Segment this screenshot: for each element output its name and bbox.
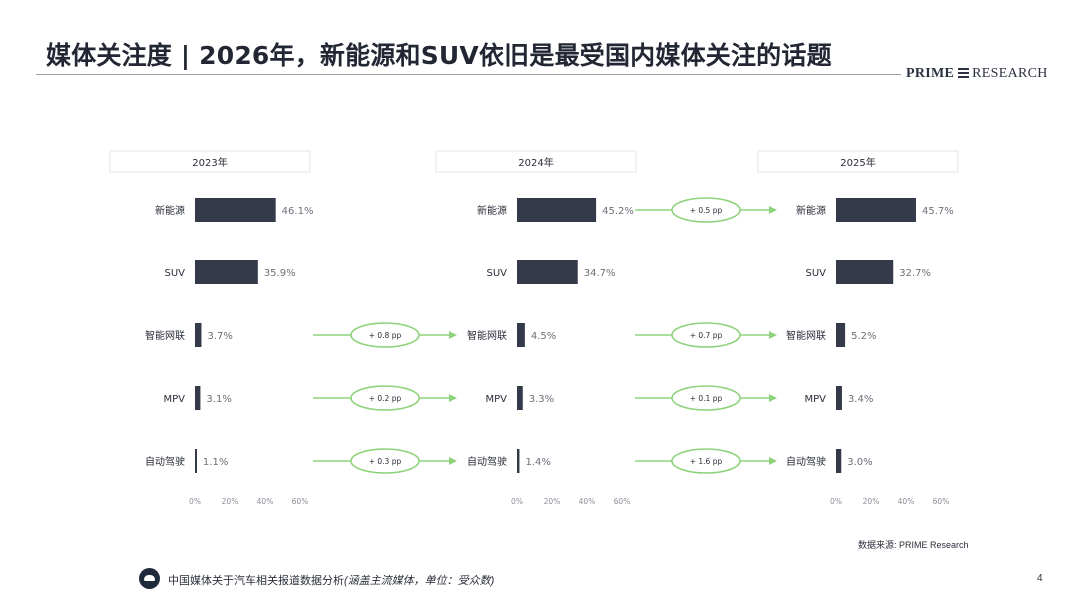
bar-1 <box>195 260 258 284</box>
logo-text-research: RESEARCH <box>972 66 1048 81</box>
x-tick-label: 0% <box>189 497 201 506</box>
change-arrow-head-icon <box>449 331 457 339</box>
change-badge <box>671 322 741 348</box>
x-tick-label: 20% <box>863 497 880 506</box>
category-label: MPV <box>164 394 186 405</box>
bar-value-label: 46.1% <box>282 206 314 217</box>
bar-value-label: 3.1% <box>206 394 231 405</box>
x-tick-label: 0% <box>830 497 842 506</box>
footer-car-icon <box>139 568 160 589</box>
category-label: SUV <box>805 268 826 279</box>
bar-4 <box>195 449 197 473</box>
category-label: 新能源 <box>155 204 185 217</box>
change-arrow-head-icon <box>769 394 777 402</box>
bar-value-label: 35.9% <box>264 268 296 279</box>
bar-2 <box>195 323 202 347</box>
change-badge <box>350 448 420 474</box>
x-tick-label: 20% <box>544 497 561 506</box>
panel-header-label: 2023年 <box>192 156 227 169</box>
change-badge-label: + 0.8 pp <box>369 331 402 340</box>
category-label: MPV <box>805 394 827 405</box>
change-arrow-head-icon <box>769 206 777 214</box>
category-label: MPV <box>486 394 508 405</box>
change-badge-label: + 0.2 pp <box>369 394 402 403</box>
category-label: 新能源 <box>796 204 826 217</box>
change-badge-label: + 0.5 pp <box>690 206 723 215</box>
bar-3 <box>195 386 201 410</box>
bar-value-label: 3.4% <box>848 394 873 405</box>
change-badge-label: + 0.7 pp <box>690 331 723 340</box>
change-badge-label: + 0.1 pp <box>690 394 723 403</box>
panel-header-box <box>435 150 637 173</box>
bar-3 <box>517 386 523 410</box>
bar-1 <box>836 260 894 284</box>
change-badge <box>671 385 741 411</box>
change-badge <box>671 197 741 223</box>
bar-4 <box>517 449 520 473</box>
x-tick-label: 60% <box>933 497 950 506</box>
category-label: 智能网联 <box>467 329 507 342</box>
bar-value-label: 3.7% <box>207 331 232 342</box>
category-label: 智能网联 <box>786 329 826 342</box>
bar-0 <box>195 198 276 222</box>
change-arrow-head-icon <box>769 457 777 465</box>
panel-header-box <box>109 150 311 173</box>
prime-research-logo: PRIME RESEARCH <box>906 64 1056 90</box>
footer-text: 中国媒体关于汽车相关报道数据分析 <box>168 575 344 587</box>
category-label: 自动驾驶 <box>145 455 185 468</box>
bar-value-label: 32.7% <box>899 268 931 279</box>
bar-value-label: 3.0% <box>847 457 872 468</box>
category-label: 新能源 <box>477 204 507 217</box>
change-badge-label: + 0.3 pp <box>369 457 402 466</box>
change-badge <box>671 448 741 474</box>
footer-note: (涵盖主流媒体，单位：受众数) <box>344 575 495 587</box>
x-tick-label: 20% <box>222 497 239 506</box>
bar-3 <box>836 386 842 410</box>
category-label: SUV <box>486 268 507 279</box>
logo-text-prime: PRIME <box>906 66 955 81</box>
bar-value-label: 3.3% <box>529 394 554 405</box>
category-label: 自动驾驶 <box>467 455 507 468</box>
x-tick-label: 60% <box>292 497 309 506</box>
x-tick-label: 40% <box>898 497 915 506</box>
x-tick-label: 0% <box>511 497 523 506</box>
category-label: SUV <box>164 268 185 279</box>
x-tick-label: 60% <box>614 497 631 506</box>
bar-value-label: 45.2% <box>602 206 634 217</box>
panel-header-label: 2025年 <box>840 156 875 169</box>
bar-0 <box>836 198 916 222</box>
panel-header-box <box>757 150 959 173</box>
change-badge <box>350 385 420 411</box>
bar-value-label: 34.7% <box>584 268 616 279</box>
bar-value-label: 4.5% <box>531 331 556 342</box>
bar-2 <box>517 323 525 347</box>
bar-value-label: 5.2% <box>851 331 876 342</box>
x-tick-label: 40% <box>257 497 274 506</box>
page-number: 4 <box>1037 573 1043 584</box>
change-arrow-head-icon <box>449 457 457 465</box>
footer-caption: 中国媒体关于汽车相关报道数据分析(涵盖主流媒体，单位：受众数) <box>168 572 494 588</box>
bar-value-label: 45.7% <box>922 206 954 217</box>
page-title: 媒体关注度 | 2026年，新能源和SUV依旧是最受国内媒体关注的话题 <box>46 41 832 70</box>
change-arrow-head-icon <box>449 394 457 402</box>
bar-0 <box>517 198 597 222</box>
title-divider <box>36 74 901 75</box>
panel-header-label: 2024年 <box>518 156 553 169</box>
change-badge-label: + 1.6 pp <box>690 457 723 466</box>
x-tick-label: 40% <box>579 497 596 506</box>
logo-mark-icon <box>958 68 970 78</box>
bar-value-label: 1.4% <box>525 457 550 468</box>
category-label: 自动驾驶 <box>786 455 826 468</box>
bar-2 <box>836 323 846 347</box>
bar-value-label: 1.1% <box>203 457 228 468</box>
data-source: 数据来源: PRIME Research <box>858 540 969 550</box>
bar-4 <box>836 449 842 473</box>
change-badge <box>350 322 420 348</box>
change-arrow-head-icon <box>769 331 777 339</box>
bar-1 <box>517 260 578 284</box>
category-label: 智能网联 <box>145 329 185 342</box>
